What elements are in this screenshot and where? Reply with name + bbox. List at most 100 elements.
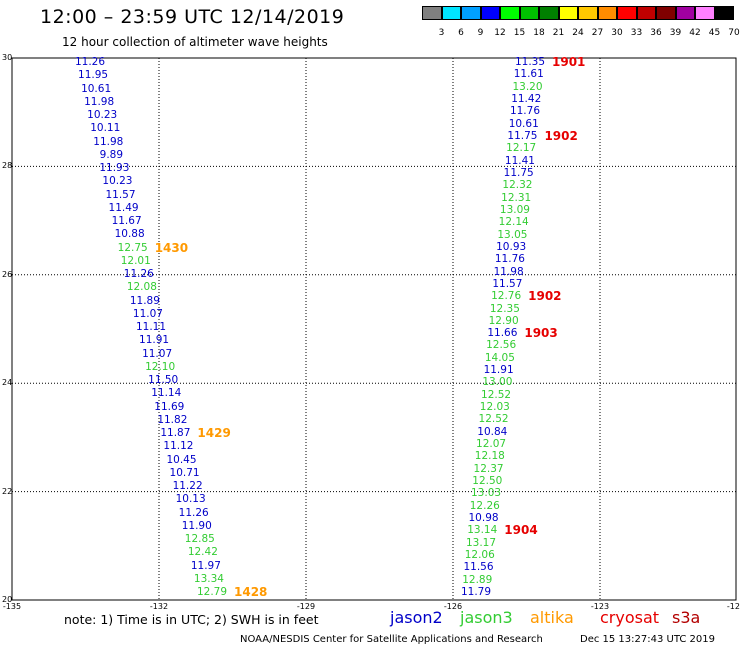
map-subtitle: 12 hour collection of altimeter wave hei…	[62, 35, 328, 49]
wave-height-label: 10.98	[468, 512, 499, 525]
wave-height-label: 10.45	[166, 453, 197, 466]
legend-s3a: s3a	[672, 608, 701, 627]
wave-height-label: 10.23	[102, 175, 133, 188]
color-scale-label: 24	[572, 28, 584, 38]
wave-height-label: 9.89	[99, 148, 124, 161]
wave-height-label: 12.06	[464, 549, 495, 562]
wave-height-label: 12.32	[502, 179, 533, 192]
wave-height-label: 11.61	[513, 68, 544, 81]
color-scale-label: 3	[438, 28, 445, 38]
wave-height-label: 12.37	[473, 462, 504, 475]
pass-time-label: 1429	[197, 426, 231, 440]
wave-height-label: 12.76	[491, 290, 522, 303]
wave-height-label: 12.42	[187, 546, 218, 559]
wave-height-label: 12.90	[488, 314, 519, 327]
wave-height-label: 11.12	[163, 440, 194, 453]
wave-height-label: 12.01	[120, 254, 151, 267]
color-swatch	[461, 6, 481, 20]
wave-height-label: 11.41	[504, 154, 535, 167]
color-scale-label: 27	[591, 28, 604, 38]
color-swatch	[441, 6, 461, 20]
wave-height-label: 11.56	[463, 561, 494, 574]
wave-height-label: 10.84	[477, 425, 508, 438]
wave-height-label: 11.76	[494, 253, 525, 266]
wave-height-label: 11.26	[74, 56, 106, 68]
wave-height-label: 11.75	[507, 129, 538, 142]
wave-height-label: 11.98	[84, 95, 115, 108]
color-scale-label: 30	[611, 28, 623, 38]
wave-height-label: 11.95	[78, 69, 109, 82]
wave-height-label: 12.17	[506, 142, 537, 155]
pass-time-label: 1901	[552, 55, 586, 69]
lon-tick-label: -126	[443, 602, 463, 611]
lon-tick-label: -123	[590, 602, 610, 611]
legend-cryosat: cryosat	[600, 608, 660, 627]
color-swatch	[519, 6, 539, 20]
pass-time-label: 1904	[504, 523, 538, 538]
wave-height-label: 11.07	[132, 307, 163, 320]
map-border	[11, 57, 737, 601]
wave-height-label: 11.89	[129, 294, 160, 307]
credit-line: NOAA/NESDIS Center for Satellite Applica…	[240, 634, 543, 645]
color-scale-label: 42	[689, 28, 701, 38]
color-scale-label: 33	[630, 28, 643, 38]
wave-height-label: 12.52	[478, 413, 509, 426]
legend-jason2: jason2	[390, 608, 443, 627]
wave-height-label: 11.22	[172, 480, 203, 492]
color-swatch	[422, 6, 442, 20]
wave-height-label: 10.71	[169, 466, 200, 479]
lat-tick-label: 24	[2, 378, 13, 388]
wave-height-label: 11.87	[160, 427, 191, 439]
wave-height-label: 11.42	[511, 92, 542, 105]
wave-height-label: 12.75	[117, 241, 148, 254]
lon-tick-label: -124	[726, 602, 740, 611]
wave-height-label: 12.79	[196, 586, 228, 598]
wave-height-label: 13.20	[512, 80, 543, 93]
lon-tick-label: -132	[149, 602, 169, 611]
wave-height-label: 12.08	[126, 281, 157, 294]
map-title: 12:00 – 23:59 UTC 12/14/2019	[40, 6, 345, 28]
pass-time-label: 1903	[524, 326, 558, 341]
wave-height-label: 11.75	[503, 166, 534, 179]
wave-height-label: 12.03	[479, 401, 510, 414]
wave-height-label: 11.11	[135, 321, 167, 333]
pass-time-label: 1430	[154, 240, 189, 255]
wave-height-label: 12.31	[501, 191, 532, 204]
color-swatch	[500, 6, 520, 20]
lat-tick-label: 26	[2, 269, 13, 279]
wave-height-label: 11.91	[139, 334, 170, 347]
color-swatch	[675, 6, 695, 20]
wave-height-label: 11.90	[181, 519, 212, 532]
wave-height-label: 11.26	[123, 268, 154, 280]
color-swatch	[558, 6, 578, 20]
wave-height-label: 11.69	[154, 400, 185, 413]
wave-height-label: 12.26	[469, 499, 500, 512]
wave-height-label: 13.00	[482, 376, 513, 389]
wave-height-label: 12.10	[145, 360, 176, 373]
lat-tick-label: 30	[2, 53, 13, 62]
wave-height-label: 13.05	[497, 228, 528, 241]
lon-tick-label: -135	[2, 602, 22, 611]
wave-height-label: 12.56	[486, 339, 517, 352]
pass-time-label: 1428	[234, 585, 268, 599]
color-swatch	[480, 6, 500, 20]
wave-height-label: 11.07	[142, 347, 173, 360]
wave-height-label: 11.76	[509, 105, 540, 118]
generated-timestamp: Dec 15 13:27:43 UTC 2019	[580, 634, 715, 645]
wave-height-label: 12.50	[472, 475, 503, 488]
wave-height-label: 13.14	[467, 524, 498, 537]
wave-height-label: 12.35	[489, 302, 520, 315]
wave-height-label: 11.67	[111, 215, 142, 227]
wave-height-label: 12.18	[474, 450, 505, 463]
wave-height-label: 14.05	[484, 351, 515, 364]
color-swatch	[714, 6, 734, 20]
wave-height-label: 11.57	[492, 277, 523, 290]
wave-height-label: 10.11	[90, 122, 121, 135]
wave-height-label: 10.23	[87, 109, 118, 121]
color-scale-label: 9	[477, 28, 484, 38]
color-scale-label: 12	[494, 28, 506, 38]
color-swatch	[578, 6, 598, 20]
wave-height-label: 13.03	[471, 487, 502, 500]
